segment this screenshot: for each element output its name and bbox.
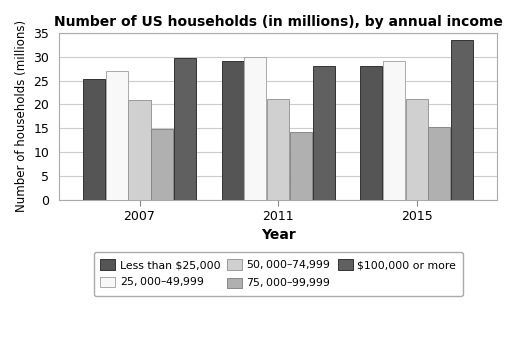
Bar xyxy=(312,66,334,200)
Bar xyxy=(360,66,382,200)
Title: Number of US households (in millions), by annual income: Number of US households (in millions), b… xyxy=(54,15,502,29)
Bar xyxy=(290,132,312,200)
Bar xyxy=(222,61,244,200)
X-axis label: Year: Year xyxy=(261,228,295,243)
Bar xyxy=(244,57,266,200)
Bar xyxy=(83,79,105,200)
Bar xyxy=(129,99,151,200)
Bar xyxy=(174,58,196,200)
Bar xyxy=(383,61,405,200)
Bar xyxy=(451,40,473,200)
Bar xyxy=(151,129,173,200)
Bar xyxy=(429,127,451,200)
Bar xyxy=(106,71,128,200)
Bar xyxy=(406,99,428,200)
Y-axis label: Number of households (millions): Number of households (millions) xyxy=(15,20,28,212)
Legend: Less than $25,000, $25,000–$49,999, $50,000–$74,999, $75,000–$99,999, $100,000 o: Less than $25,000, $25,000–$49,999, $50,… xyxy=(94,251,462,296)
Bar xyxy=(267,99,289,200)
